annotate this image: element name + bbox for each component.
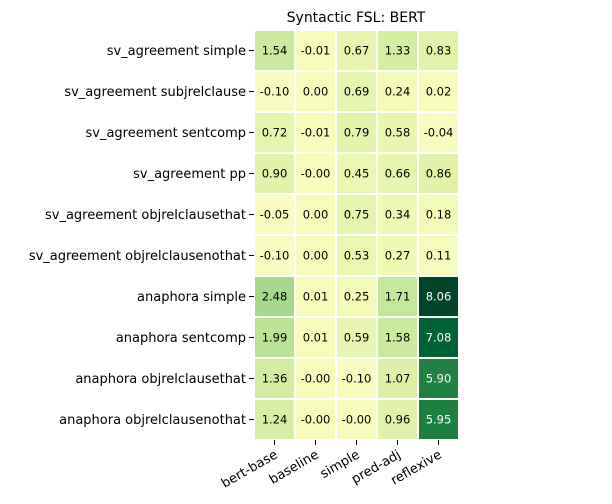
row-label: sv_agreement subjrelclause (64, 85, 246, 100)
heatmap-cell (335, 70, 378, 113)
heatmap-cell (294, 316, 337, 359)
cell-value-label: -0.01 (301, 126, 331, 140)
row-label: anaphora simple (137, 290, 246, 305)
cell-value-label: 0.86 (426, 167, 452, 181)
cell-value-label: 0.90 (262, 167, 288, 181)
cell-value-label: 0.25 (344, 290, 370, 304)
heatmap-cell (417, 152, 460, 195)
cell-value-label: 1.99 (262, 331, 288, 345)
cell-value-label: 5.95 (426, 413, 452, 427)
cell-value-label: -0.10 (260, 85, 290, 99)
column-label: bert-base (219, 447, 281, 491)
cell-value-label: -0.10 (260, 249, 290, 263)
cell-value-label: -0.00 (301, 372, 331, 386)
row-label: sv_agreement objrelclausethat (45, 208, 246, 223)
cell-value-label: 0.67 (344, 44, 370, 58)
cell-value-label: 1.33 (385, 44, 411, 58)
cell-value-label: 0.72 (262, 126, 288, 140)
cell-value-label: 2.48 (262, 290, 288, 304)
heatmap-cell (417, 357, 460, 400)
cell-value-label: 0.11 (426, 249, 452, 263)
cell-value-label: 0.59 (344, 331, 370, 345)
cell-value-label: 0.27 (385, 249, 411, 263)
cell-value-label: 7.08 (426, 331, 452, 345)
cell-value-label: 1.54 (262, 44, 288, 58)
cell-value-label: 0.96 (385, 413, 411, 427)
cell-value-label: 8.06 (426, 290, 452, 304)
cell-value-label: 1.36 (262, 372, 288, 386)
cell-value-label: -0.00 (342, 413, 372, 427)
row-label: anaphora objrelclausethat (75, 372, 246, 387)
cell-value-label: 0.00 (303, 208, 329, 222)
row-label: sv_agreement sentcomp (86, 126, 247, 141)
cell-value-label: -0.00 (301, 413, 331, 427)
heatmap-cell (253, 275, 296, 318)
cell-value-label: 0.01 (303, 290, 329, 304)
cell-value-label: -0.10 (342, 372, 372, 386)
cell-value-label: 0.34 (385, 208, 411, 222)
heatmap-cell (417, 70, 460, 113)
heatmap-cells: 1.54 -0.01 0.67 1.33 0.83 -0.10 0.00 0.69 0.24 0.… (253, 29, 460, 441)
cell-value-label: -0.04 (424, 126, 454, 140)
row-label: anaphora objrelclausenothat (59, 413, 246, 428)
heatmap-cell (253, 316, 296, 359)
row-label: sv_agreement simple (107, 44, 246, 59)
cell-value-label: 0.00 (303, 249, 329, 263)
cell-value-label: 1.24 (262, 413, 288, 427)
cell-value-label: -0.01 (301, 44, 331, 58)
chart-title: Syntactic FSL: BERT (287, 10, 426, 26)
cell-value-label: 0.18 (426, 208, 452, 222)
cell-value-label: 0.24 (385, 85, 411, 99)
cell-value-label: 0.69 (344, 85, 370, 99)
heatmap-cell (376, 152, 419, 195)
heatmap-cell (417, 398, 460, 441)
cell-value-label: 0.58 (385, 126, 411, 140)
cell-value-label: -0.05 (260, 208, 290, 222)
row-label: sv_agreement pp (133, 167, 246, 182)
cell-value-label: 0.01 (303, 331, 329, 345)
cell-value-label: 1.71 (385, 290, 411, 304)
cell-value-label: 1.07 (385, 372, 411, 386)
cell-value-label: 0.83 (426, 44, 452, 58)
cell-value-label: 5.90 (426, 372, 452, 386)
row-label: sv_agreement objrelclausenothat (29, 249, 246, 264)
cell-value-label: 0.02 (426, 85, 452, 99)
row-labels: sv_agreement simple sv_agreement subjrelc… (29, 44, 254, 428)
heatmap-cell (294, 152, 337, 195)
cell-value-label: 1.58 (385, 331, 411, 345)
heatmap-cell (335, 193, 378, 236)
heatmap-cell (417, 234, 460, 277)
heatmap-cell (335, 398, 378, 441)
heatmap-cell (376, 234, 419, 277)
cell-value-label: 0.45 (344, 167, 370, 181)
cell-value-label: -0.00 (301, 167, 331, 181)
heatmap-cell (253, 398, 296, 441)
cell-value-label: 0.75 (344, 208, 370, 222)
row-label: anaphora sentcomp (116, 331, 246, 346)
cell-value-label: 0.53 (344, 249, 370, 263)
cell-value-label: 0.00 (303, 85, 329, 99)
cell-value-label: 0.66 (385, 167, 411, 181)
cell-value-label: 0.79 (344, 126, 370, 140)
heatmap-cell (294, 234, 337, 277)
